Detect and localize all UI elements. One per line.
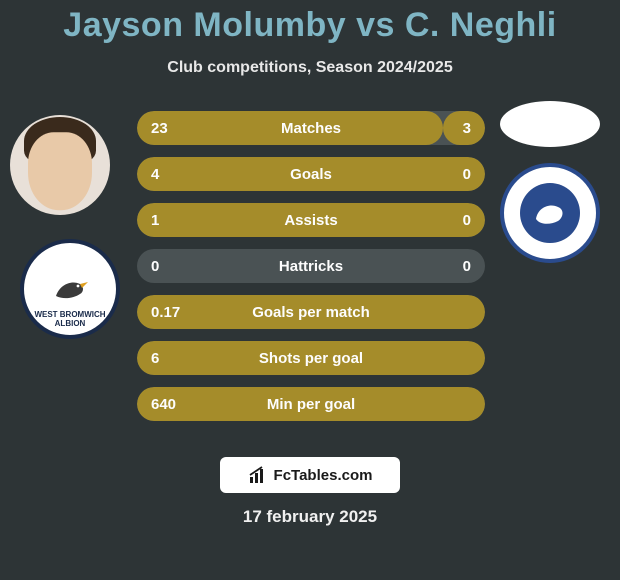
comparison-panel: WEST BROMWICH ALBION 23Matches3 4Goals0 1A…	[0, 105, 620, 435]
stat-label: Matches	[137, 120, 485, 137]
player-left-photo	[10, 115, 110, 215]
stat-right-value: 0	[437, 166, 471, 183]
club-right-inner	[520, 183, 580, 243]
stat-label: Hattricks	[137, 258, 485, 275]
club-right-badge	[500, 163, 600, 263]
stat-label: Assists	[137, 212, 485, 229]
stat-right-value: 0	[437, 258, 471, 275]
comparison-title: Jayson Molumby vs C. Neghli	[0, 0, 620, 45]
thrush-icon	[50, 274, 90, 304]
player-right-photo-placeholder	[500, 101, 600, 147]
stat-right-value: 3	[437, 120, 471, 137]
stat-label: Min per goal	[137, 396, 485, 413]
stat-bars: 23Matches34Goals01Assists00Hattricks00.1…	[137, 111, 485, 433]
season-subtitle: Club competitions, Season 2024/2025	[0, 59, 620, 77]
stat-row: 6Shots per goal	[137, 341, 485, 375]
club-left-label: WEST BROMWICH ALBION	[24, 311, 116, 329]
club-left-badge: WEST BROMWICH ALBION	[20, 239, 120, 339]
stat-label: Goals	[137, 166, 485, 183]
player-left-block	[10, 115, 110, 215]
stat-row: 4Goals0	[137, 157, 485, 191]
stat-label: Goals per match	[137, 304, 485, 321]
brand-text: FcTables.com	[274, 467, 373, 484]
chart-icon	[248, 465, 268, 485]
stat-row: 0.17Goals per match	[137, 295, 485, 329]
stat-row: 0Hattricks0	[137, 249, 485, 283]
stat-label: Shots per goal	[137, 350, 485, 367]
stat-row: 23Matches3	[137, 111, 485, 145]
lion-icon	[532, 199, 568, 227]
brand-badge: FcTables.com	[220, 457, 400, 493]
player-right-block	[500, 101, 600, 147]
footer-date: 17 february 2025	[0, 507, 620, 527]
stat-row: 640Min per goal	[137, 387, 485, 421]
placeholder-face	[28, 132, 92, 210]
stat-row: 1Assists0	[137, 203, 485, 237]
stat-right-value: 0	[437, 212, 471, 229]
